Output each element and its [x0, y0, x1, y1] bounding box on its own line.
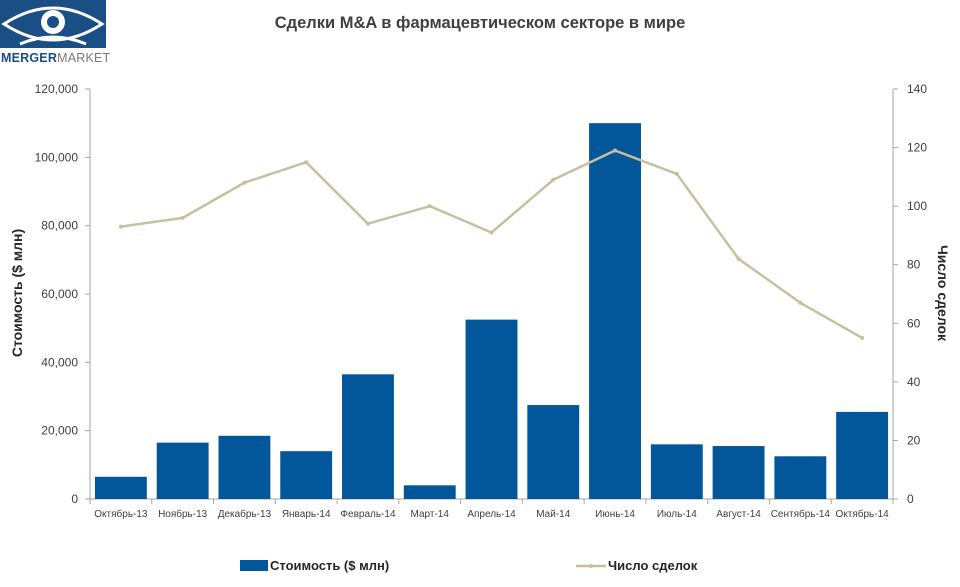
y-right-tick-label: 120	[907, 141, 927, 155]
y-left-tick-label: 120,000	[35, 82, 79, 96]
line-point	[242, 180, 247, 185]
x-tick-label: Октябрь-14	[836, 508, 890, 520]
y-left-tick-label: 40,000	[41, 355, 78, 369]
bar	[774, 456, 827, 499]
y-left-tick-label: 0	[71, 492, 78, 506]
line-point	[674, 171, 679, 176]
line-point	[860, 335, 865, 340]
y-right-tick-label: 40	[907, 375, 921, 389]
y-right-tick-label: 80	[907, 258, 921, 272]
line-point	[489, 230, 494, 235]
mergermarket-logo: MERGERMARKET	[0, 0, 110, 68]
y-right-tick-label: 140	[907, 82, 927, 96]
line-point	[798, 300, 803, 305]
bar	[650, 444, 703, 499]
bar	[403, 485, 456, 499]
x-tick-label: Июнь-14	[595, 509, 635, 520]
x-tick-label: Сентябрь-14	[771, 508, 831, 520]
bar	[218, 435, 271, 499]
legend-label-count: Число сделок	[608, 558, 698, 573]
bar	[94, 476, 147, 499]
y-axis-left-label: Стоимость ($ млн)	[9, 228, 25, 358]
bar	[156, 442, 209, 499]
line-point	[118, 224, 123, 229]
chart-legend: Стоимость ($ млн) Число сделок	[0, 558, 960, 580]
x-tick-label: Март-14	[411, 509, 450, 520]
legend-line-swatch	[576, 563, 606, 568]
x-tick-label: Октябрь-13	[94, 508, 148, 520]
line-series-deals	[120, 149, 863, 340]
y-left-tick-label: 60,000	[41, 287, 78, 301]
line-point	[304, 160, 309, 165]
x-tick-label: Май-14	[536, 509, 570, 520]
logo-wordmark: MERGERMARKET	[1, 51, 111, 65]
bar	[342, 374, 394, 499]
line-point	[427, 204, 432, 209]
x-tick-label: Декабрь-13	[218, 508, 272, 520]
bar	[836, 411, 889, 499]
line-point	[736, 256, 741, 261]
y-left-tick-label: 80,000	[41, 219, 78, 233]
bar	[280, 451, 333, 499]
line-point	[551, 177, 556, 182]
chart-title: Сделки M&A в фармацевтическом секторе в …	[274, 14, 686, 32]
line-point	[180, 215, 185, 220]
line-point	[365, 221, 370, 226]
legend-item-value: Стоимость ($ млн)	[240, 558, 389, 573]
bar	[589, 123, 641, 500]
y-right-tick-label: 60	[907, 316, 921, 330]
y-right-tick-label: 20	[907, 433, 921, 447]
x-tick-label: Апрель-14	[467, 509, 516, 520]
x-tick-label: Февраль-14	[340, 509, 396, 520]
legend-bar-swatch	[240, 560, 268, 571]
y-right-tick-label: 0	[907, 492, 914, 506]
bar	[712, 446, 765, 499]
x-tick-label: Июль-14	[657, 509, 697, 520]
line-point	[613, 148, 618, 153]
legend-item-count: Число сделок	[576, 558, 697, 573]
bar	[465, 319, 518, 499]
x-tick-label: Январь-14	[282, 509, 331, 520]
x-tick-label: Август-14	[716, 509, 761, 520]
y-left-tick-label: 100,000	[35, 150, 79, 164]
eye-logo-icon	[0, 0, 106, 48]
x-tick-label: Ноябрь-13	[158, 508, 208, 520]
y-right-tick-label: 100	[907, 199, 927, 213]
legend-label-value: Стоимость ($ млн)	[270, 558, 390, 573]
y-left-tick-label: 20,000	[41, 424, 78, 438]
bar	[527, 405, 580, 499]
y-axis-right-label: Число сделок	[935, 244, 951, 342]
